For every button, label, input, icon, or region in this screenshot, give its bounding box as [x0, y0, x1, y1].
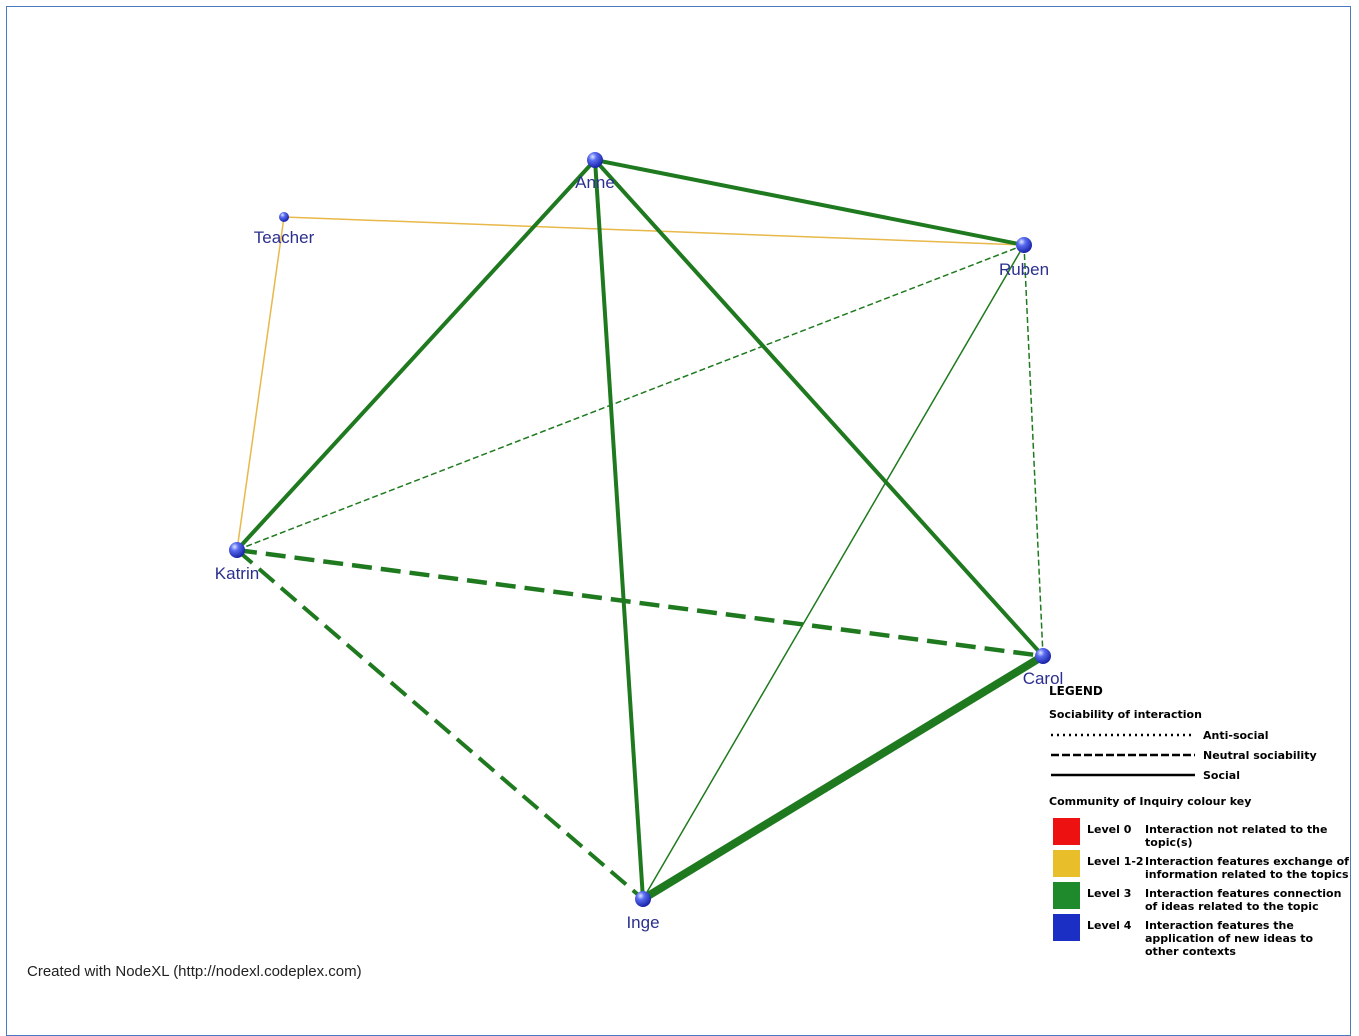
legend-level-row: Level 1-2 Interaction features exchange o… — [1049, 850, 1349, 882]
colour-key-heading: Community of Inquiry colour key — [1049, 795, 1252, 808]
edge-teacher-katrin — [236, 216, 285, 551]
level-name: Level 0 — [1087, 823, 1132, 836]
level-description: Interaction features exchange of informa… — [1145, 855, 1349, 881]
edge-anne-inge — [593, 159, 645, 900]
edge-ruben-carol — [1023, 244, 1044, 657]
legend-line-label: Social — [1203, 768, 1240, 782]
dotted-line-sample — [1051, 733, 1195, 737]
edge-ruben-inge — [642, 244, 1025, 900]
level-color-swatch — [1053, 914, 1080, 941]
edge-teacher-ruben — [283, 216, 1025, 246]
node-label-anne: Anne — [575, 173, 615, 192]
level-color-swatch — [1053, 882, 1080, 909]
node-katrin[interactable] — [229, 542, 245, 558]
level-color-swatch — [1053, 850, 1080, 877]
node-label-carol: Carol — [1023, 669, 1064, 688]
node-carol[interactable] — [1035, 648, 1051, 664]
legend: LEGEND Sociability of interaction Anti-s… — [1049, 684, 1349, 958]
dashed-line-sample — [1051, 753, 1195, 757]
level-name: Level 3 — [1087, 887, 1132, 900]
legend-level-row: Level 0 Interaction not related to the to… — [1049, 818, 1349, 850]
node-label-ruben: Ruben — [999, 260, 1049, 279]
node-label-katrin: Katrin — [215, 564, 259, 583]
legend-line-dotted: Anti-social — [1049, 725, 1349, 745]
legend-line-label: Anti-social — [1203, 728, 1269, 742]
node-inge[interactable] — [635, 891, 651, 907]
legend-level-row: Level 4 Interaction features the applicat… — [1049, 914, 1349, 958]
level-name: Level 1-2 — [1087, 855, 1144, 868]
legend-level-row: Level 3 Interaction features connection o… — [1049, 882, 1349, 914]
edge-katrin-carol — [236, 547, 1044, 659]
edge-anne-katrin — [235, 158, 597, 552]
legend-title: LEGEND — [1049, 684, 1103, 698]
legend-line-label: Neutral sociability — [1203, 748, 1317, 762]
sociability-heading: Sociability of interaction — [1049, 708, 1202, 721]
edge-anne-ruben — [594, 158, 1025, 247]
node-anne[interactable] — [587, 152, 603, 168]
edge-katrin-inge — [235, 548, 645, 901]
level-description: Interaction not related to the topic(s) — [1145, 823, 1328, 849]
edge-anne-carol — [593, 158, 1045, 658]
edge-carol-inge — [640, 652, 1046, 903]
solid-line-sample — [1051, 773, 1195, 777]
level-color-swatch — [1053, 818, 1080, 845]
legend-line-solid: Social — [1049, 765, 1349, 785]
node-label-teacher: Teacher — [254, 228, 315, 247]
level-description: Interaction features connection of ideas… — [1145, 887, 1342, 913]
level-name: Level 4 — [1087, 919, 1132, 932]
legend-line-dashed: Neutral sociability — [1049, 745, 1349, 765]
node-teacher[interactable] — [279, 212, 289, 222]
level-description: Interaction features the application of … — [1145, 919, 1314, 958]
node-label-inge: Inge — [626, 913, 659, 932]
edge-ruben-katrin — [236, 244, 1025, 551]
node-ruben[interactable] — [1016, 237, 1032, 253]
nodexl-credit: Created with NodeXL (http://nodexl.codep… — [27, 963, 362, 980]
